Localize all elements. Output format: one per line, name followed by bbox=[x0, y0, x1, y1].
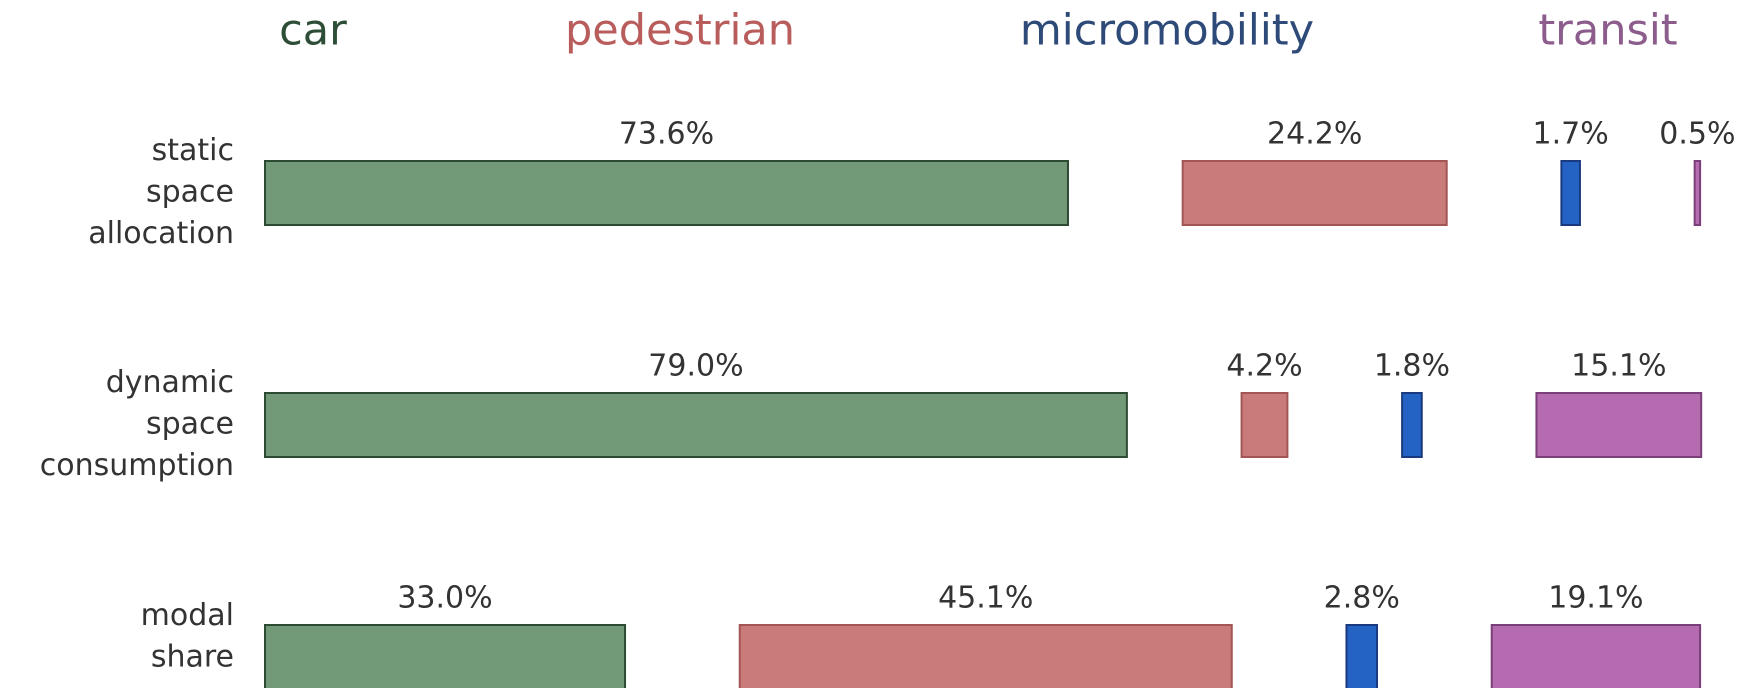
bar bbox=[1240, 392, 1289, 458]
bar bbox=[1535, 392, 1703, 458]
legend-label: car bbox=[279, 6, 347, 56]
bar bbox=[264, 624, 627, 688]
value-label: 33.0% bbox=[397, 581, 492, 616]
value-label: 24.2% bbox=[1267, 117, 1362, 152]
value-label: 0.5% bbox=[1659, 117, 1735, 152]
bar bbox=[1693, 160, 1702, 226]
row-label: space bbox=[146, 407, 234, 442]
legend-label: micromobility bbox=[1020, 6, 1314, 56]
row-label: space bbox=[146, 175, 234, 210]
legend-label: pedestrian bbox=[565, 6, 795, 56]
value-label: 19.1% bbox=[1548, 581, 1643, 616]
bar bbox=[264, 392, 1128, 458]
row-label: dynamic bbox=[106, 365, 234, 400]
row-label: static bbox=[152, 133, 234, 168]
row-label: consumption bbox=[40, 448, 234, 483]
bar bbox=[1560, 160, 1581, 226]
value-label: 1.7% bbox=[1533, 117, 1609, 152]
value-label: 2.8% bbox=[1324, 581, 1400, 616]
value-label: 73.6% bbox=[619, 117, 714, 152]
bar bbox=[264, 160, 1069, 226]
legend-label: transit bbox=[1538, 6, 1677, 56]
bar bbox=[738, 624, 1233, 688]
bar bbox=[1401, 392, 1423, 458]
row-label: share bbox=[151, 639, 234, 674]
value-label: 79.0% bbox=[648, 349, 743, 384]
row-label: allocation bbox=[88, 216, 234, 251]
value-label: 45.1% bbox=[938, 581, 1033, 616]
bar bbox=[1345, 624, 1379, 688]
value-label: 15.1% bbox=[1571, 349, 1666, 384]
value-label: 4.2% bbox=[1226, 349, 1302, 384]
value-label: 1.8% bbox=[1374, 349, 1450, 384]
bar bbox=[1490, 624, 1702, 688]
row-label: modal bbox=[141, 598, 234, 633]
bar bbox=[1181, 160, 1448, 226]
